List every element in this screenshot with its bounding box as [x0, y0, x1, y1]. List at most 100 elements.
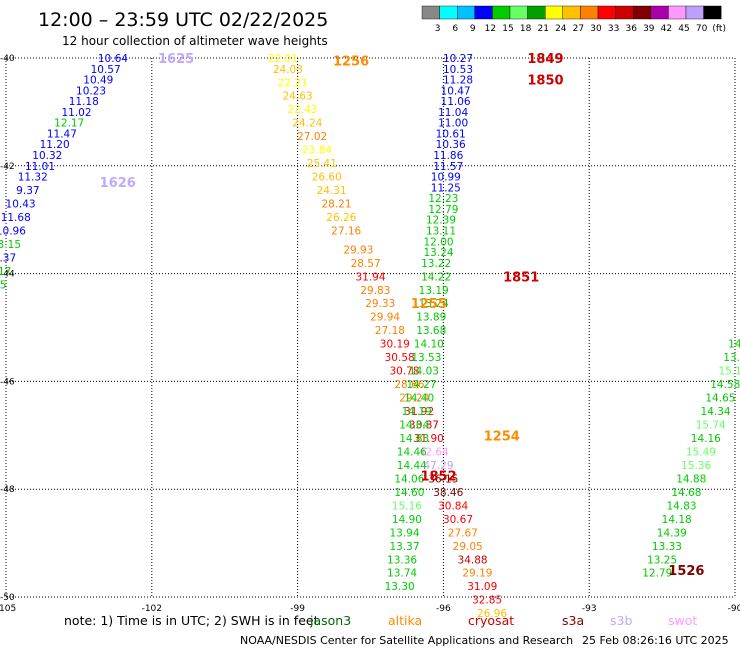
swh-value: 14.44 [397, 460, 427, 472]
swh-value: 11.28 [443, 75, 473, 87]
scale-swatch [562, 5, 581, 20]
swh-value: 10.23 [76, 85, 106, 97]
swh-value: 11.68 [1, 212, 31, 224]
swh-value: 28.66 [394, 379, 424, 391]
chart-title: 12:00 – 23:59 UTC 02/22/2025 [38, 9, 328, 31]
swh-value: 10.47 [441, 85, 471, 97]
swh-value: 31.92 [404, 406, 434, 418]
scale-swatch [527, 5, 546, 20]
swh-value: 10.99 [431, 172, 461, 184]
scale-label: (ft) [712, 24, 726, 34]
swh-value: 24.63 [283, 91, 313, 103]
swh-value: 26.60 [312, 172, 342, 184]
swh-value: 14.27 [406, 379, 436, 391]
swh-value: 11.06 [441, 96, 471, 108]
swh-value: 12.79 [428, 204, 458, 216]
swh-value: 14.65 [705, 393, 735, 405]
swh-value: 13.36 [387, 554, 417, 566]
swh-value: 30.78 [389, 366, 419, 378]
swh-value: 27.02 [297, 131, 327, 143]
swh-value: 14.39 [657, 527, 687, 539]
swh-value: 10.64 [98, 53, 128, 65]
swh-value: 11.86 [433, 150, 463, 162]
pass-labels: 1625 1626 1256 1255 1254 1849 1850 1851 1852 1526 [100, 52, 705, 579]
color-scale: 3 6 9 12 15 18 21 24 27 30 33 36 39 42 45 70 (ft) [421, 5, 726, 34]
swh-value: 14.60 [394, 487, 424, 499]
scale-label: 27 [573, 24, 584, 34]
scale-label: 70 [696, 24, 708, 34]
y-tick-label: -46 [0, 377, 15, 387]
swh-value: 15.74 [696, 420, 726, 432]
footer-timestamp: 25 Feb 08:26:16 UTC 2025 [582, 634, 729, 647]
swh-value: 12.00 [424, 236, 454, 248]
swh-value: 13.22 [421, 258, 451, 270]
swh-value: 12.23 [428, 193, 458, 205]
swh-value: 14.34 [701, 406, 731, 418]
swh-value: 27.18 [375, 325, 405, 337]
swh-value: 13.30 [385, 581, 415, 593]
swh-value: 30.58 [385, 352, 415, 364]
legend-s3a: s3a [562, 613, 584, 628]
swh-value: 29.83 [360, 285, 390, 297]
swh-value: 15.49 [686, 446, 716, 458]
legend-altika: altika [388, 613, 422, 628]
pass-label: 1851 [503, 270, 539, 285]
swh-value: 30.84 [438, 500, 468, 512]
axis-ticks: -105 -102 -99 -96 -93 -90 -40 -42 -44 -46 -48 -50 [0, 54, 740, 614]
scale-swatch [615, 5, 634, 20]
swh-value: 42.64 [419, 446, 449, 458]
swh-value: 15.1 [718, 366, 740, 378]
swh-value: 14.19 [402, 406, 432, 418]
swh-value: 30.19 [380, 339, 410, 351]
swh-value: 11.00 [438, 118, 468, 130]
scale-swatch [650, 5, 669, 20]
swh-value: 14.06 [394, 473, 424, 485]
swh-value: 11.01 [25, 161, 55, 173]
y-tick-label: -42 [0, 162, 15, 172]
swh-value: 13.24 [419, 298, 449, 310]
scale-swatch [509, 5, 528, 20]
swh-value: 12.75 [0, 279, 6, 291]
swh-value: 31.09 [467, 581, 497, 593]
swh-value: 14.4 [728, 339, 740, 351]
swh-value: 24.31 [317, 185, 347, 197]
scale-label: 45 [678, 24, 689, 34]
swh-value: 26.26 [326, 212, 356, 224]
swh-value: 26.96 [477, 608, 507, 620]
swh-value: 10.32 [32, 150, 62, 162]
swh-value: 11.04 [438, 107, 468, 119]
swh-value: 28.57 [351, 258, 381, 270]
x-tick-label: -96 [436, 604, 451, 614]
swh-value: 13.19 [419, 285, 449, 297]
swh-value: 30.67 [443, 514, 473, 526]
pass-label: 1625 [158, 52, 194, 67]
swh-value: 13.53 [411, 352, 441, 364]
x-tick-label: -105 [0, 604, 16, 614]
legend-cryosat: cryosat [468, 613, 514, 628]
scale-swatch [457, 5, 476, 20]
swh-value: 28.21 [321, 199, 351, 211]
scale-swatch [668, 5, 687, 20]
swh-value: 14.68 [671, 487, 701, 499]
pass-label: 1852 [420, 470, 456, 485]
pass-label: 1526 [668, 564, 704, 579]
scale-label: 30 [590, 24, 602, 34]
scale-label: 18 [520, 24, 532, 34]
swh-value: 27.16 [331, 225, 361, 237]
swh-value: 10.27 [443, 53, 473, 65]
swh-value: 14.03 [409, 366, 439, 378]
swh-value: 32.85 [472, 595, 502, 607]
scale-label: 15 [502, 24, 513, 34]
swh-value: 13.94 [389, 527, 419, 539]
swh-value: 11.32 [18, 172, 48, 184]
x-tick-label: -102 [142, 604, 162, 614]
scale-label: 24 [555, 24, 567, 34]
swh-value: 10.57 [91, 64, 121, 76]
swh-value: 27.67 [448, 527, 478, 539]
swh-value: 13.25 [647, 554, 677, 566]
wave-height-points: 10.6410.5710.4910.2311.1811.0212.1711.47… [0, 53, 740, 620]
swh-value: 14.10 [414, 339, 444, 351]
swh-value: 24.03 [273, 64, 303, 76]
swh-value: 14.22 [421, 271, 451, 283]
